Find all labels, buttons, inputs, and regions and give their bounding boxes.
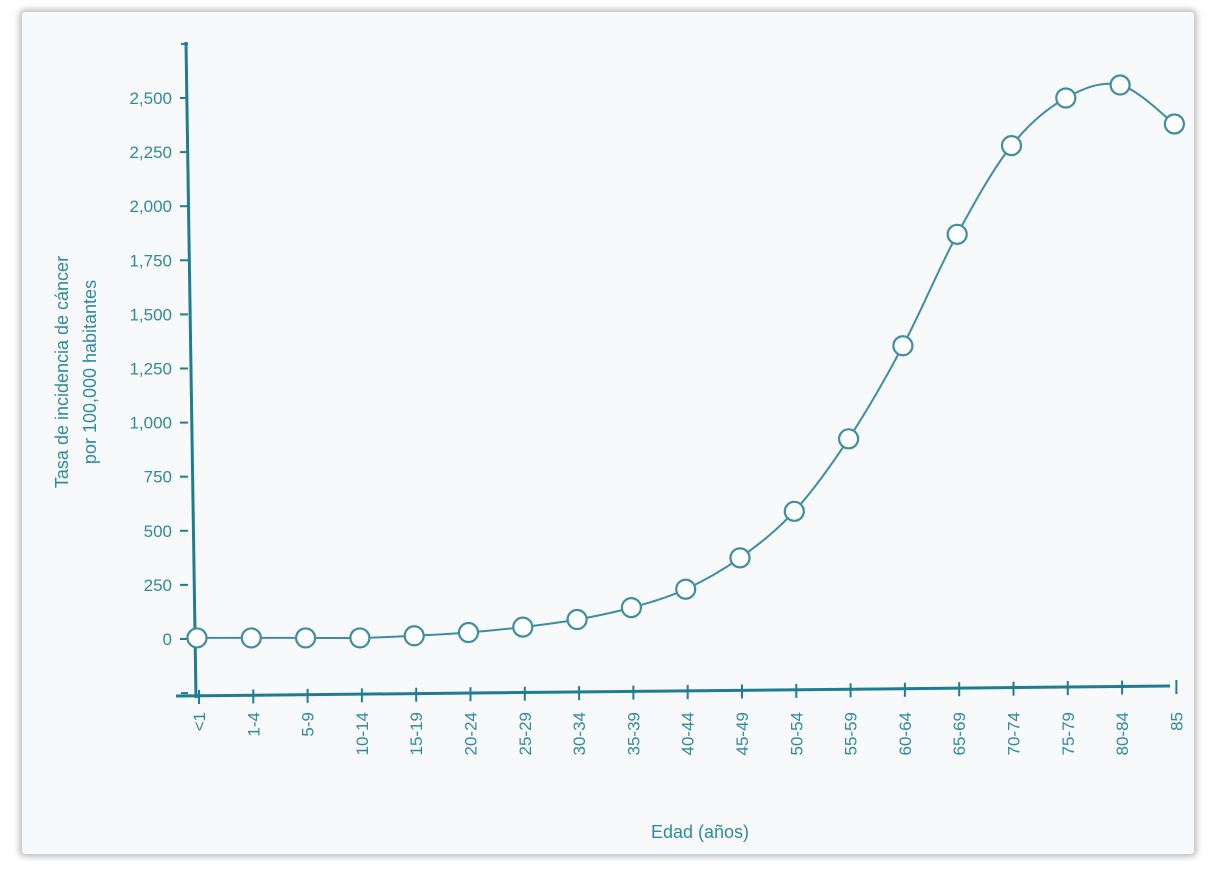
chart-frame: [22, 12, 1194, 854]
x-tick-label: 45-49: [733, 712, 752, 755]
x-tick-label: 60-64: [896, 712, 915, 755]
x-tick-label: 35-39: [624, 712, 643, 755]
data-point-17: [1109, 74, 1131, 96]
y-tick-label: 750: [144, 468, 172, 487]
y-tick-label: 1,000: [129, 414, 172, 433]
data-point-1: [240, 627, 262, 649]
x-tick-label: 10-14: [353, 712, 372, 755]
data-point-11: [783, 500, 805, 522]
data-points: [186, 74, 1186, 649]
data-point-6: [512, 616, 534, 638]
data-point-14: [946, 223, 968, 245]
x-tick-label: 5-9: [299, 712, 318, 737]
x-tick-label: 80-84: [1113, 712, 1132, 755]
data-point-10: [729, 547, 751, 569]
x-tick-label: 25-29: [516, 712, 535, 755]
data-point-9: [675, 578, 697, 600]
data-point-7: [566, 608, 588, 631]
x-axis: [175, 684, 1171, 698]
data-point-18: [1163, 113, 1186, 135]
x-tick-label: 85: [1167, 712, 1186, 731]
data-point-3: [349, 627, 371, 649]
y-tick-label: 1,750: [129, 251, 172, 270]
x-tick-label: 50-54: [787, 712, 806, 755]
x-tick-label: 1-4: [244, 712, 263, 737]
data-point-2: [295, 627, 317, 649]
y-tick-label: 2,500: [129, 89, 172, 108]
y-tick-label: 250: [144, 576, 172, 595]
x-axis-title: Edad (años): [651, 822, 749, 842]
y-tick-label: 2,000: [129, 197, 172, 216]
data-point-5: [457, 621, 480, 644]
x-tick-label: 55-59: [842, 712, 861, 755]
x-tick-label: 65-69: [950, 712, 969, 755]
y-axis-title-line1: Tasa de incidencia de cáncer: [52, 256, 72, 488]
y-tick-label: 500: [144, 522, 172, 541]
y-tick-label: 1,250: [129, 360, 172, 379]
x-tick-label: 20-24: [462, 712, 481, 755]
data-point-4: [403, 625, 425, 647]
data-point-13: [892, 335, 914, 357]
y-tick-label: 2,250: [129, 143, 172, 162]
x-tick-label: 30-34: [570, 712, 589, 755]
data-point-15: [1000, 135, 1023, 157]
data-point-12: [837, 428, 860, 450]
y-axis: [184, 41, 198, 699]
x-tick-label: 15-19: [407, 712, 426, 755]
x-tick-label: 70-74: [1005, 712, 1024, 755]
series-line: [197, 82, 1175, 640]
x-tick-label: 40-44: [679, 712, 698, 755]
data-point-8: [620, 597, 643, 619]
y-tick-labels: 0 250 500 750 1,000 1,250 1,500 1,750 2,000 2,250…: [129, 89, 172, 649]
y-tick-label: 0: [163, 630, 172, 649]
x-tick-label: 75-79: [1059, 712, 1078, 755]
x-tick-label: <1: [190, 712, 209, 731]
data-point-0: [186, 627, 208, 649]
y-tick-label: 1,500: [129, 305, 172, 324]
data-point-16: [1055, 87, 1077, 109]
y-axis-title-line2: por 100,000 habitantes: [80, 280, 100, 464]
x-tick-labels: <1 1-4 5-9 10-14 15-19 20-24 25-29 30-34 35-39 40…: [190, 712, 1186, 755]
